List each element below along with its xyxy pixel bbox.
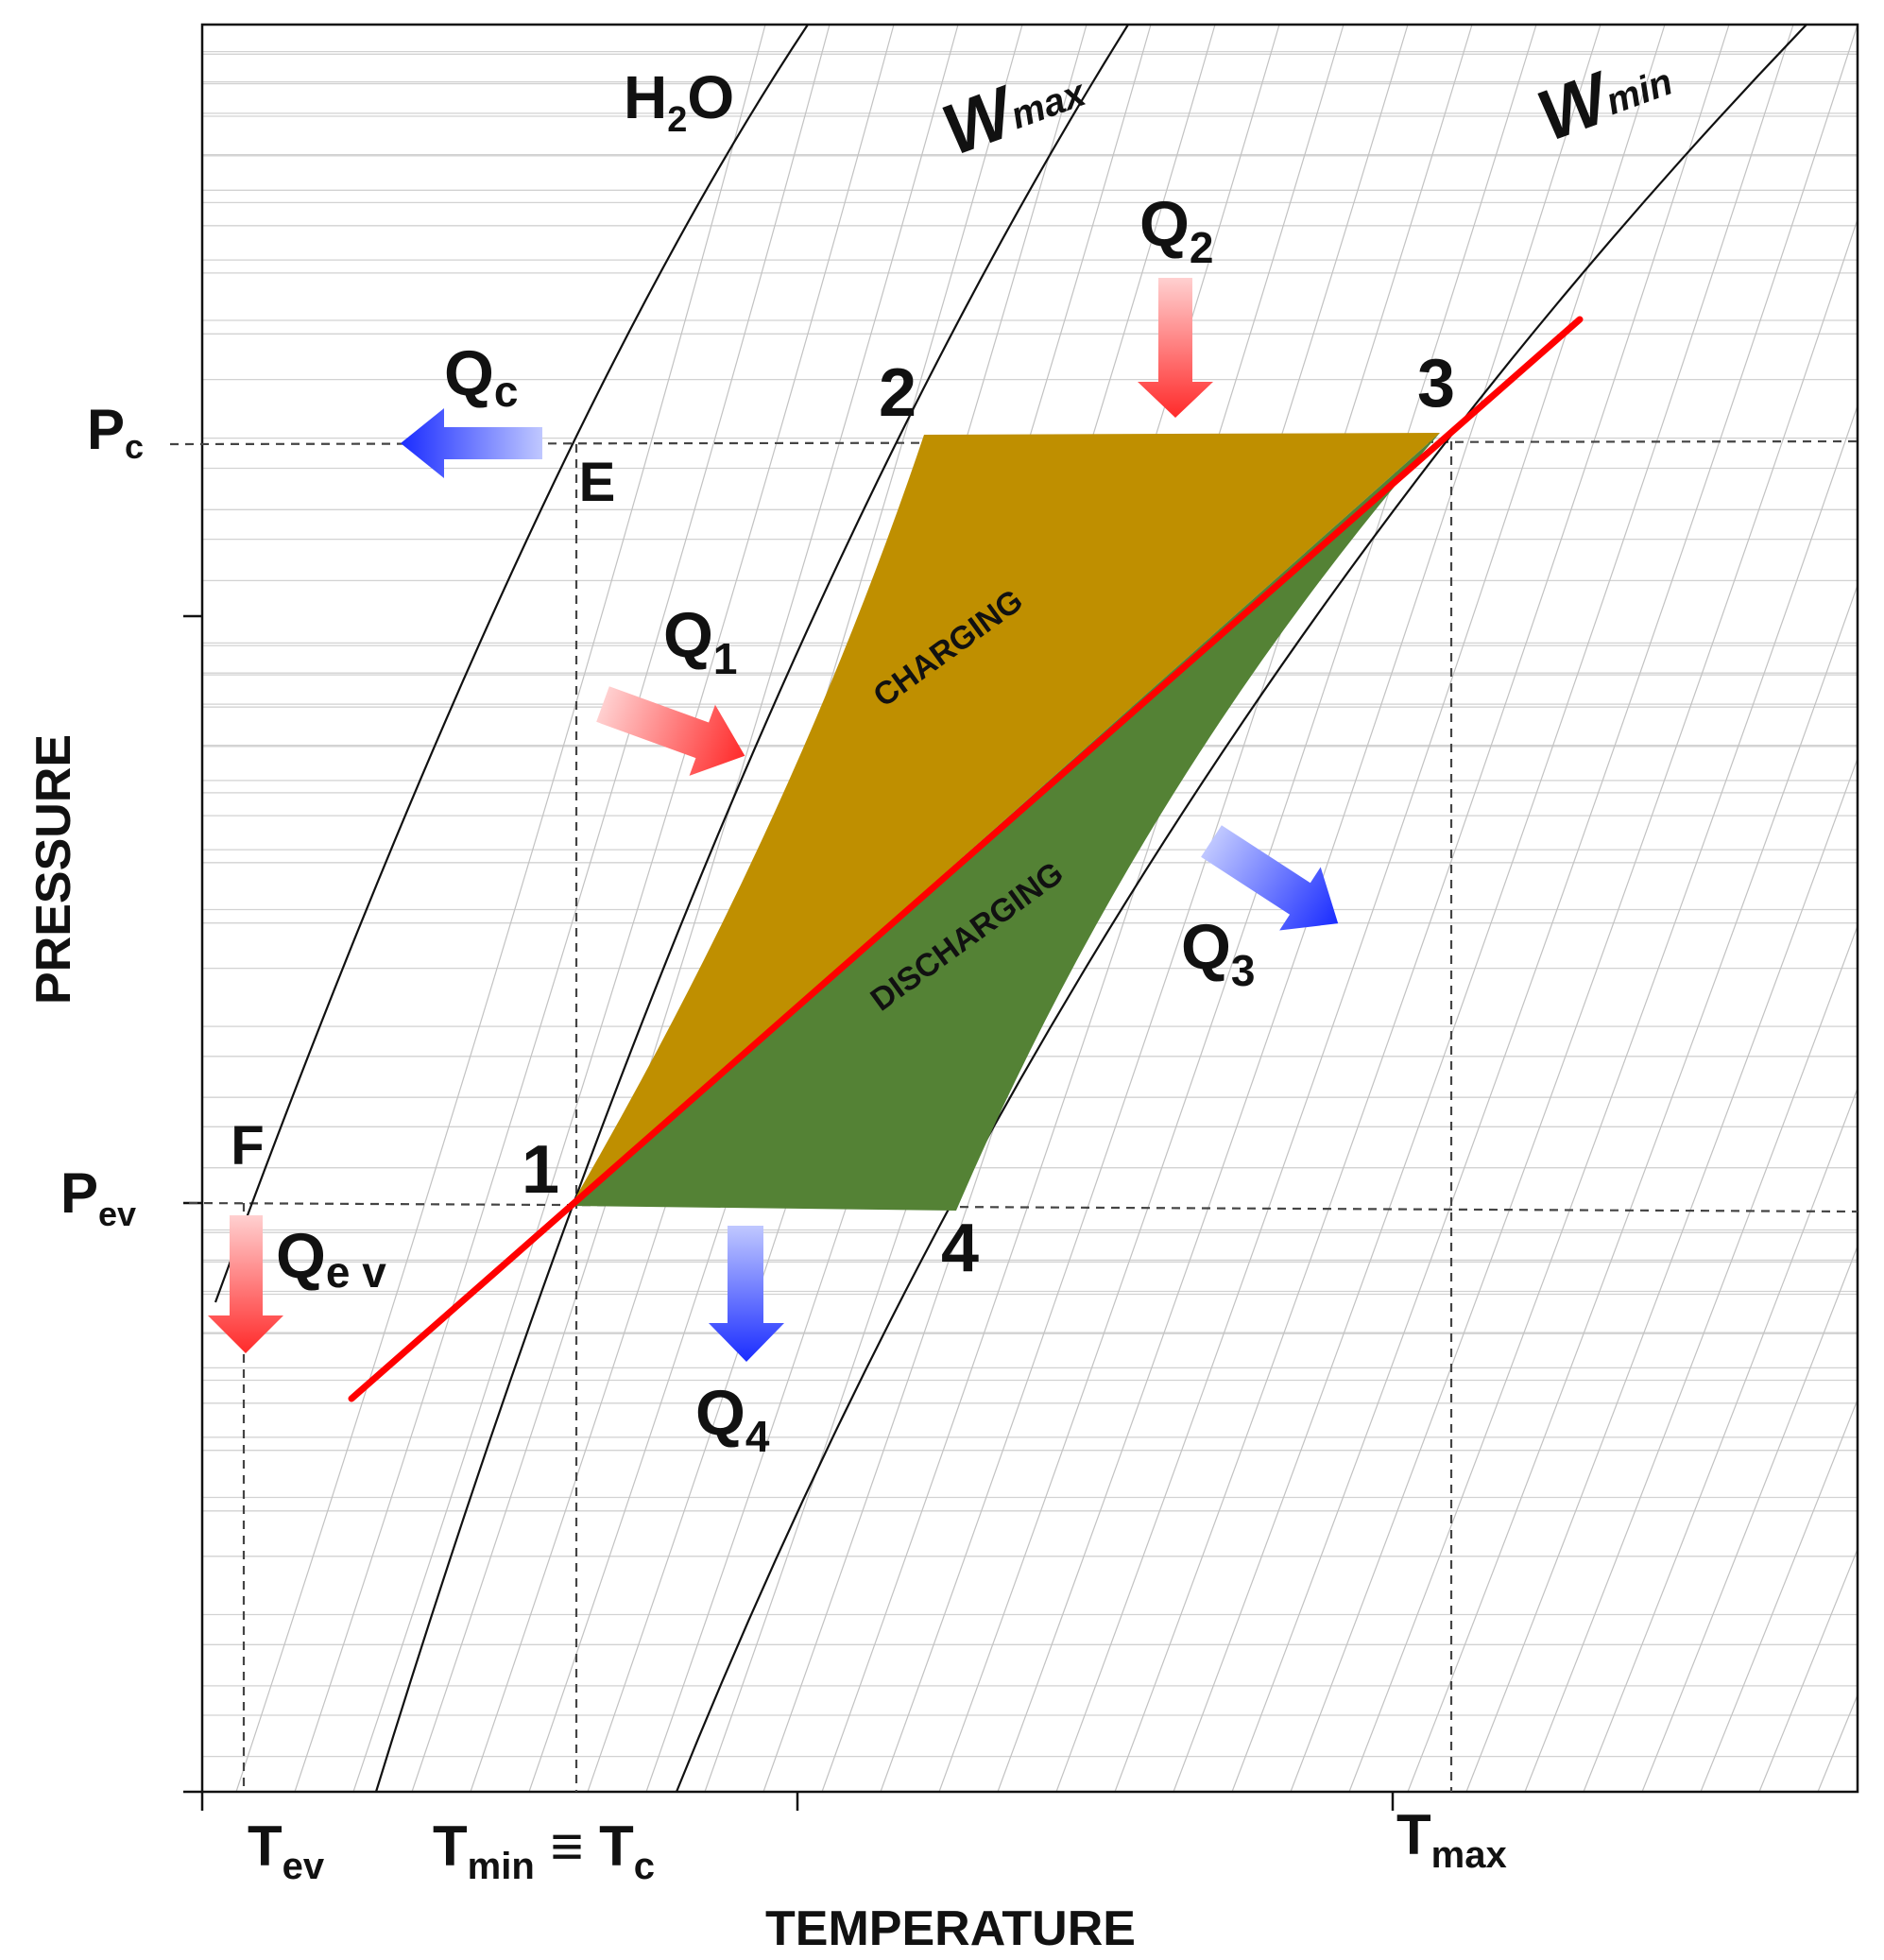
gridline-isostere xyxy=(1407,583,1858,1792)
q1-arrow xyxy=(596,686,745,776)
q2-label: Q2 xyxy=(1139,188,1214,272)
gridline-isostere xyxy=(1290,216,1858,1792)
gridline-isostere xyxy=(1817,1693,1858,1792)
gridline-isostere xyxy=(1524,924,1858,1792)
q4-arrow xyxy=(709,1226,784,1362)
point-f-label: F xyxy=(231,1115,264,1177)
gridline-isostere xyxy=(1173,25,1794,1792)
gridline-isostere xyxy=(880,25,1473,1792)
qev-label: Qe v xyxy=(276,1220,386,1297)
tev-tick-label: Tev xyxy=(248,1814,325,1887)
pc-isobar-line xyxy=(169,439,1858,446)
tmax-tick-label: Tmax xyxy=(1396,1803,1507,1876)
gridline-isostere xyxy=(821,25,1409,1792)
gridline-isostere xyxy=(1055,25,1666,1792)
gridline-isostere xyxy=(1583,1086,1858,1792)
point-2-label: 2 xyxy=(879,355,916,431)
q1-label: Q1 xyxy=(663,599,738,683)
wmin-isostere-curve xyxy=(675,24,1807,1793)
point-4-label: 4 xyxy=(941,1211,979,1286)
gridline-isostere xyxy=(294,25,831,1792)
qc-label: Qc xyxy=(444,337,519,416)
q3-label: Q3 xyxy=(1181,911,1256,995)
h2o-curve-label: H2O xyxy=(624,63,734,140)
x-axis-title: TEMPERATURE xyxy=(765,1901,1136,1956)
plot-frame xyxy=(200,23,1859,1794)
gridline-isostere xyxy=(1758,1547,1858,1792)
isosteric-process-line xyxy=(348,316,1584,1402)
wmax-curve-label: Wmax xyxy=(933,46,1096,171)
pev-isobar-line xyxy=(188,1201,1858,1213)
q3-arrow xyxy=(1201,825,1339,931)
qc-arrow xyxy=(401,408,542,478)
gridline-isostere xyxy=(1231,25,1858,1792)
wmin-curve-label: Wmin xyxy=(1528,35,1682,157)
point-1-label: 1 xyxy=(522,1132,559,1208)
point-e-label: E xyxy=(579,452,616,513)
gridline-isostere xyxy=(411,25,959,1792)
point-3-label: 3 xyxy=(1417,346,1455,421)
q4-label: Q4 xyxy=(695,1377,770,1461)
gridline-isostere xyxy=(1348,404,1858,1792)
h2o-saturation-curve xyxy=(214,24,809,1303)
gridline-isostere xyxy=(1641,1244,1858,1792)
gridline-isostere xyxy=(352,25,895,1792)
qev-arrow xyxy=(208,1215,283,1353)
tmin-tc-tick-label: Tmin ≡ Tc xyxy=(433,1814,655,1887)
gridline-isostere xyxy=(1465,756,1858,1792)
gridline-isostere xyxy=(1114,25,1730,1792)
gridline-isostere xyxy=(1700,1398,1858,1792)
wmax-isostere-curve xyxy=(374,24,1129,1793)
gridline-isostere xyxy=(235,25,766,1792)
pev-tick-label: Pev xyxy=(60,1161,136,1233)
y-axis-title: PRESSURE xyxy=(26,734,81,1005)
gridline-isostere xyxy=(1876,25,1884,1792)
pc-tick-label: Pc xyxy=(87,398,144,466)
q2-arrow xyxy=(1138,278,1213,418)
